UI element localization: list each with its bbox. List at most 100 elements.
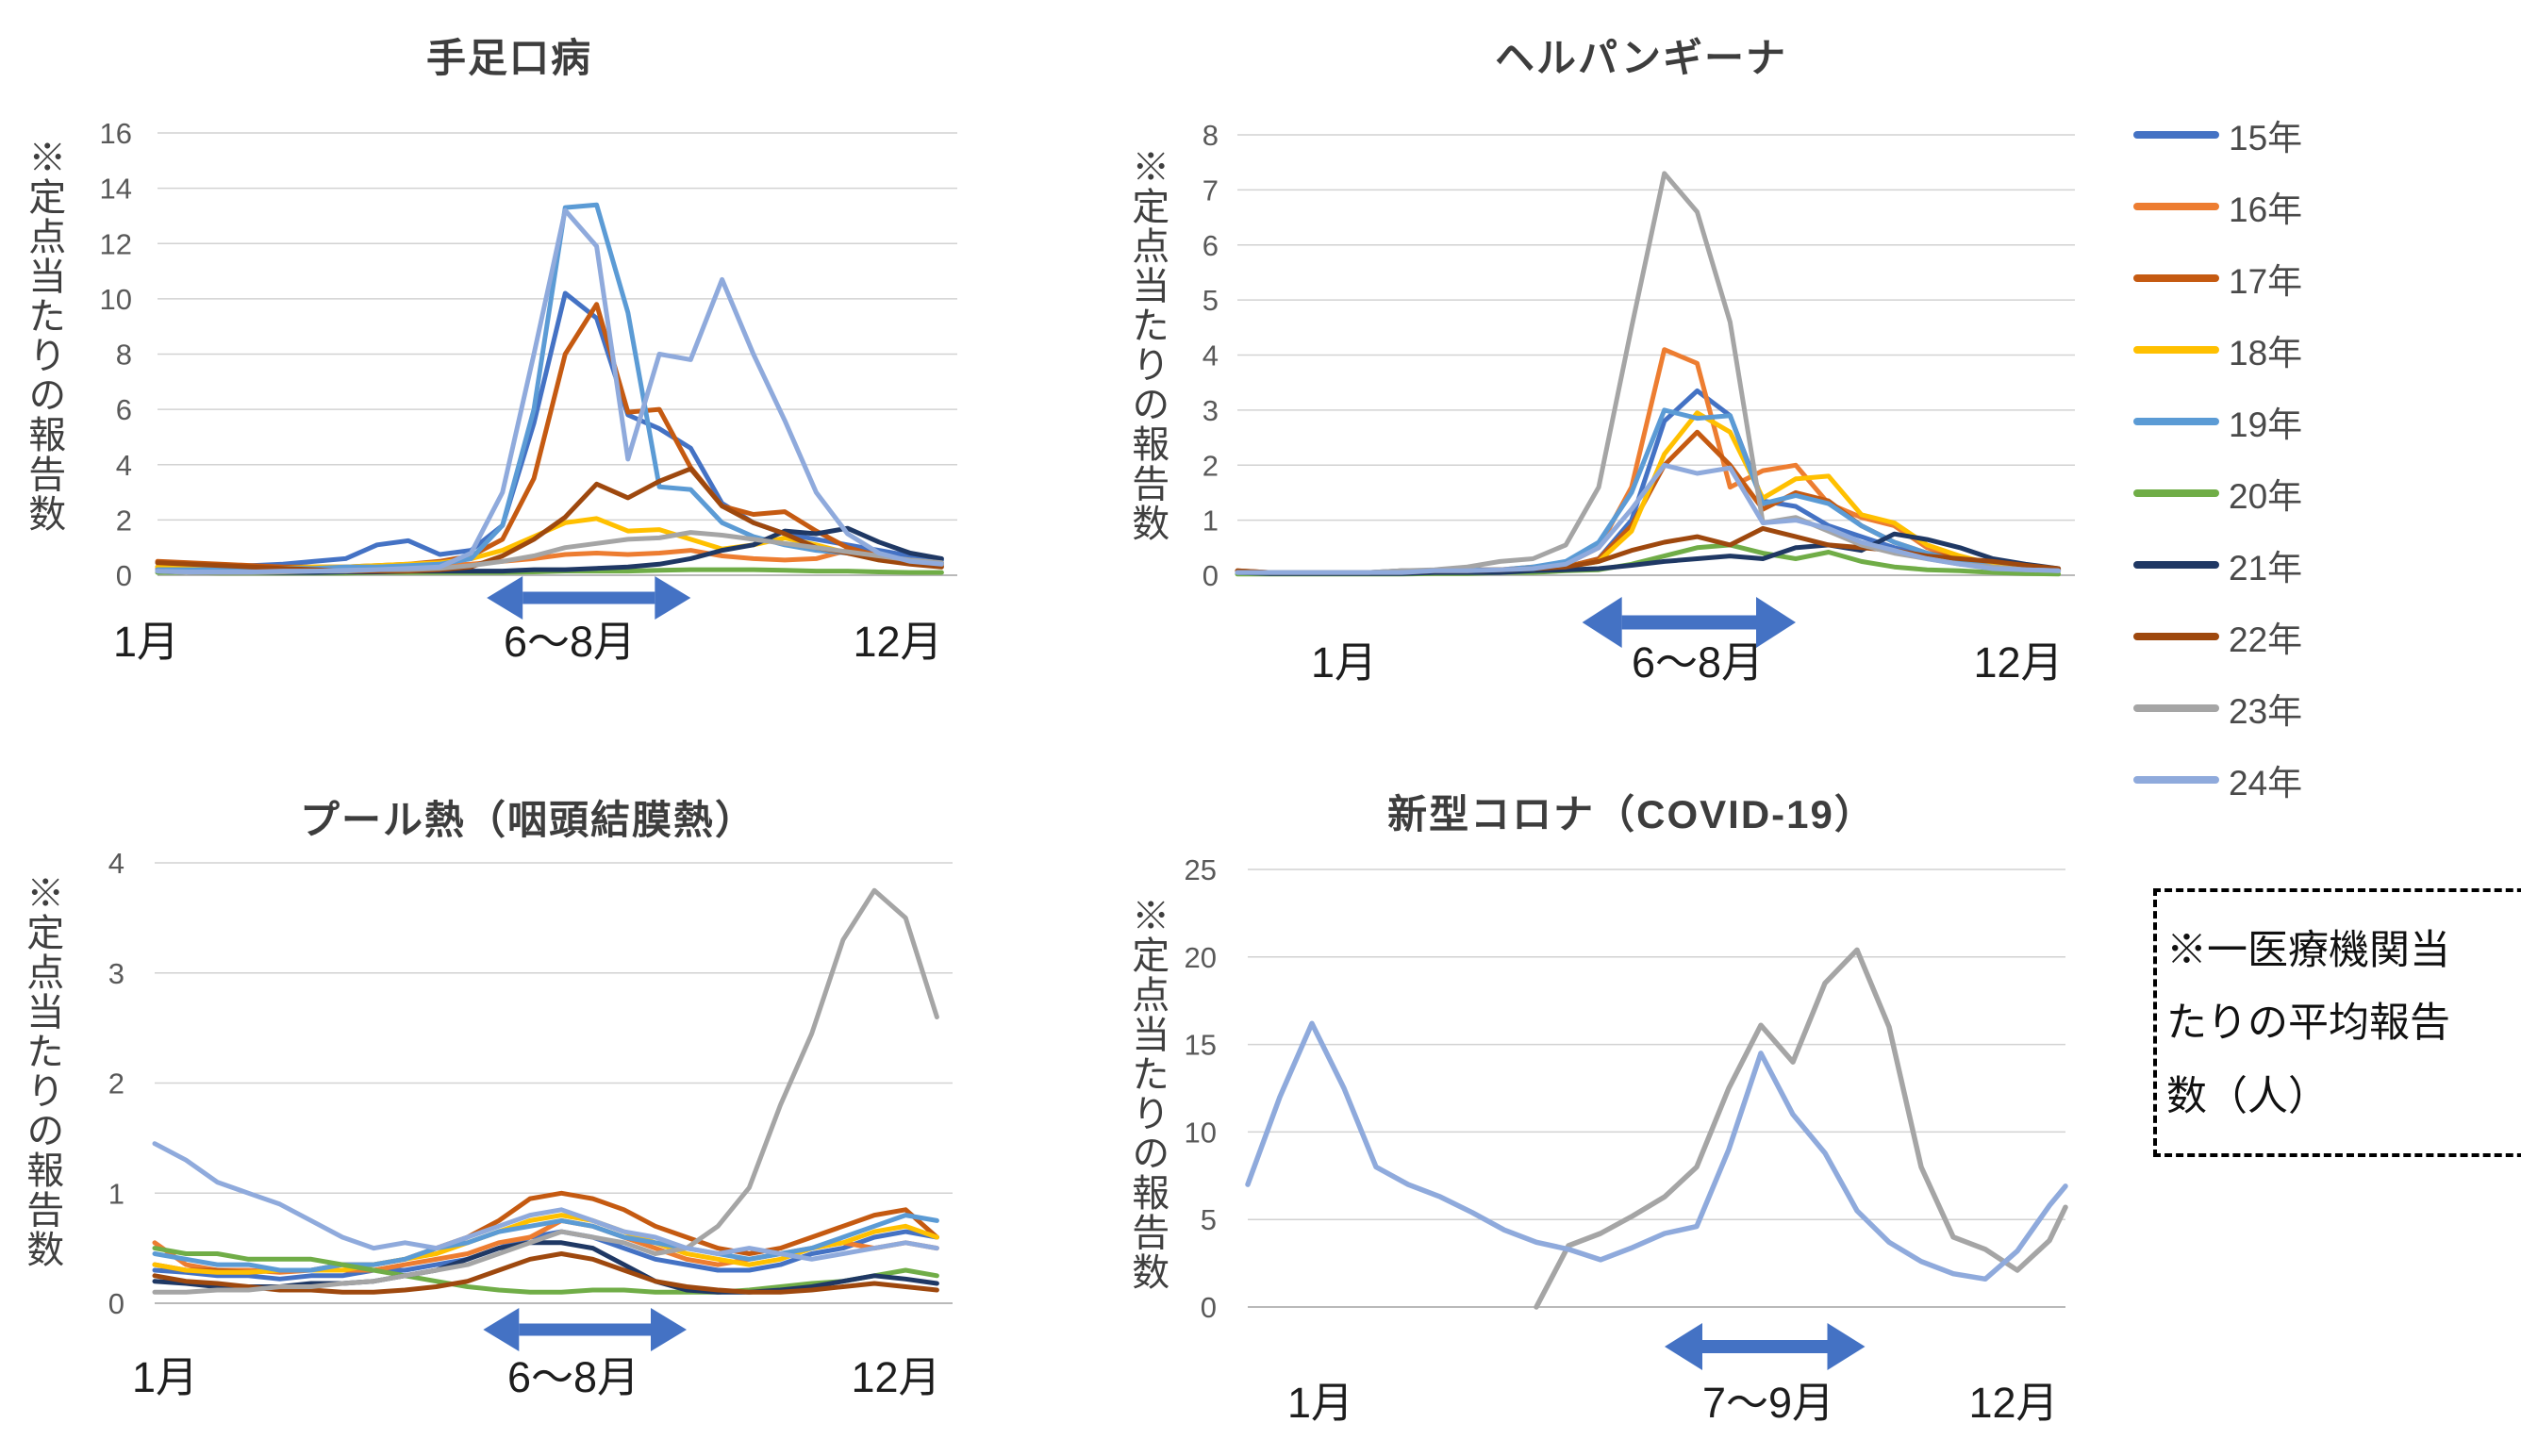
legend-item-15: 15年 <box>2133 99 2302 171</box>
y-tick-label: 7 <box>1202 174 1219 207</box>
legend-item-22: 22年 <box>2133 601 2302 672</box>
y-tick-label: 4 <box>116 449 132 482</box>
x-tick-label: 6～8月 <box>1632 638 1764 687</box>
arrow-left-head <box>1582 597 1622 648</box>
legend-line-swatch <box>2133 704 2219 712</box>
plot-covid19: 0 5 10 15 20 25 1月 7～9月 12月 <box>1185 853 2068 1427</box>
x-tick-label: 6～8月 <box>504 618 636 666</box>
series-line-19 <box>152 1213 939 1273</box>
legend-line-swatch <box>2133 346 2219 354</box>
series-line-19 <box>155 202 944 572</box>
y-tick-label: 0 <box>1202 559 1219 592</box>
y-tick-label: 5 <box>1202 284 1219 317</box>
y-tick-label: 6 <box>116 393 132 426</box>
note-line: たりの平均報告 <box>2166 1001 2450 1047</box>
series-line-24 <box>155 207 944 574</box>
plot-hfmd: 0 2 4 6 8 10 12 14 16 1月 6～8月 12月 <box>100 117 957 666</box>
note-line: ※一医療機関当 <box>2166 928 2450 973</box>
note-box: ※一医療機関当 たりの平均報告 数（人） <box>2153 888 2521 1157</box>
y-tick-label: 5 <box>1201 1203 1217 1236</box>
y-tick-label: 14 <box>100 173 132 206</box>
x-tick-label: 12月 <box>853 618 942 666</box>
y-tick-label: 0 <box>116 559 132 592</box>
plot-pool-fever: 0 1 2 3 4 1月 6～8月 12月 <box>108 847 953 1401</box>
series-line-23 <box>1235 171 2062 575</box>
arrow-right-head <box>651 1308 687 1351</box>
series-line-23 <box>1534 947 2068 1310</box>
y-tick-label: 4 <box>1202 339 1219 372</box>
legend-item-19: 19年 <box>2133 386 2302 457</box>
legend-label: 19年 <box>2229 405 2303 444</box>
y-tick-label: 2 <box>108 1067 124 1100</box>
season-arrow <box>483 1308 687 1351</box>
legend-item-21: 21年 <box>2133 529 2302 601</box>
y-tick-label: 2 <box>116 504 132 537</box>
x-tick-label: 1月 <box>113 618 179 666</box>
series-line-24 <box>1235 462 2062 575</box>
legend-label: 20年 <box>2229 477 2303 516</box>
y-tick-label: 2 <box>1202 449 1219 482</box>
plot-herpangina: 0 1 2 3 4 5 6 7 8 1月 6～8月 12月 <box>1202 119 2075 687</box>
y-tick-label: 20 <box>1185 941 1217 974</box>
arrow-right-head <box>1756 597 1796 648</box>
y-tick-label: 8 <box>116 339 132 372</box>
legend-line-swatch <box>2133 203 2219 210</box>
legend-line-swatch <box>2133 418 2219 425</box>
legend-item-23: 23年 <box>2133 672 2302 744</box>
series-line-23 <box>152 887 939 1295</box>
legend-label: 17年 <box>2229 262 2303 301</box>
season-arrow <box>487 576 691 620</box>
y-tick-label: 10 <box>1185 1116 1217 1149</box>
legend-line-swatch <box>2133 274 2219 282</box>
season-arrow-bar <box>522 591 655 604</box>
season-arrow-bar <box>519 1323 651 1336</box>
y-tick-label: 8 <box>1202 119 1219 152</box>
y-tick-label: 3 <box>1202 394 1219 427</box>
series-line-15 <box>155 290 944 570</box>
legend-label: 23年 <box>2229 692 2303 731</box>
y-tick-label: 10 <box>100 283 132 316</box>
season-arrow-bar <box>1621 615 1756 630</box>
arrow-left-head <box>487 576 523 620</box>
y-axis-label-hfmd: ※定点当たりの報告数 <box>23 138 65 534</box>
legend-line-swatch <box>2133 489 2219 497</box>
y-tick-label: 1 <box>1202 505 1219 538</box>
legend-item-16: 16年 <box>2133 171 2302 242</box>
legend: 15年 16年 17年 18年 19年 20年 21年 22年 23年 24年 <box>2133 99 2302 816</box>
legend-line-swatch <box>2133 131 2219 139</box>
y-tick-label: 25 <box>1185 853 1217 886</box>
y-axis-label-pool-fever: ※定点当たりの報告数 <box>21 873 63 1269</box>
arrow-left-head <box>1665 1323 1702 1370</box>
season-arrow <box>1582 597 1796 648</box>
legend-item-24: 24年 <box>2133 744 2302 816</box>
arrow-right-head <box>655 576 691 620</box>
chart-title-covid19: 新型コロナ（COVID-19） <box>1387 792 1876 836</box>
y-tick-label: 3 <box>108 957 124 990</box>
y-tick-label: 15 <box>1185 1029 1217 1062</box>
y-tick-label: 6 <box>1202 229 1219 262</box>
y-tick-label: 12 <box>100 227 132 260</box>
legend-label: 24年 <box>2229 764 2303 802</box>
note-line: 数（人） <box>2166 1073 2329 1119</box>
legend-line-swatch <box>2133 633 2219 640</box>
x-tick-label: 6～8月 <box>507 1353 639 1401</box>
legend-line-swatch <box>2133 561 2219 569</box>
arrow-left-head <box>483 1308 520 1351</box>
chart-title-pool-fever: プール熱（咽頭結膜熱） <box>299 798 756 842</box>
legend-item-17: 17年 <box>2133 242 2302 314</box>
series-line-22 <box>152 1251 939 1295</box>
y-tick-label: 1 <box>108 1177 124 1210</box>
y-tick-label: 16 <box>100 117 132 150</box>
x-tick-label: 1月 <box>132 1353 198 1401</box>
season-arrow-bar <box>1702 1340 1828 1353</box>
legend-item-20: 20年 <box>2133 457 2302 529</box>
x-tick-label: 1月 <box>1287 1379 1353 1427</box>
y-tick-label: 0 <box>1201 1291 1217 1324</box>
chart-title-hfmd: 手足口病 <box>425 36 592 80</box>
season-arrow <box>1665 1323 1866 1370</box>
chart-title-herpangina: ヘルパンギーナ <box>1494 36 1788 80</box>
x-tick-label: 12月 <box>1973 638 2063 687</box>
legend-label: 18年 <box>2229 334 2303 372</box>
legend-label: 15年 <box>2229 119 2303 157</box>
